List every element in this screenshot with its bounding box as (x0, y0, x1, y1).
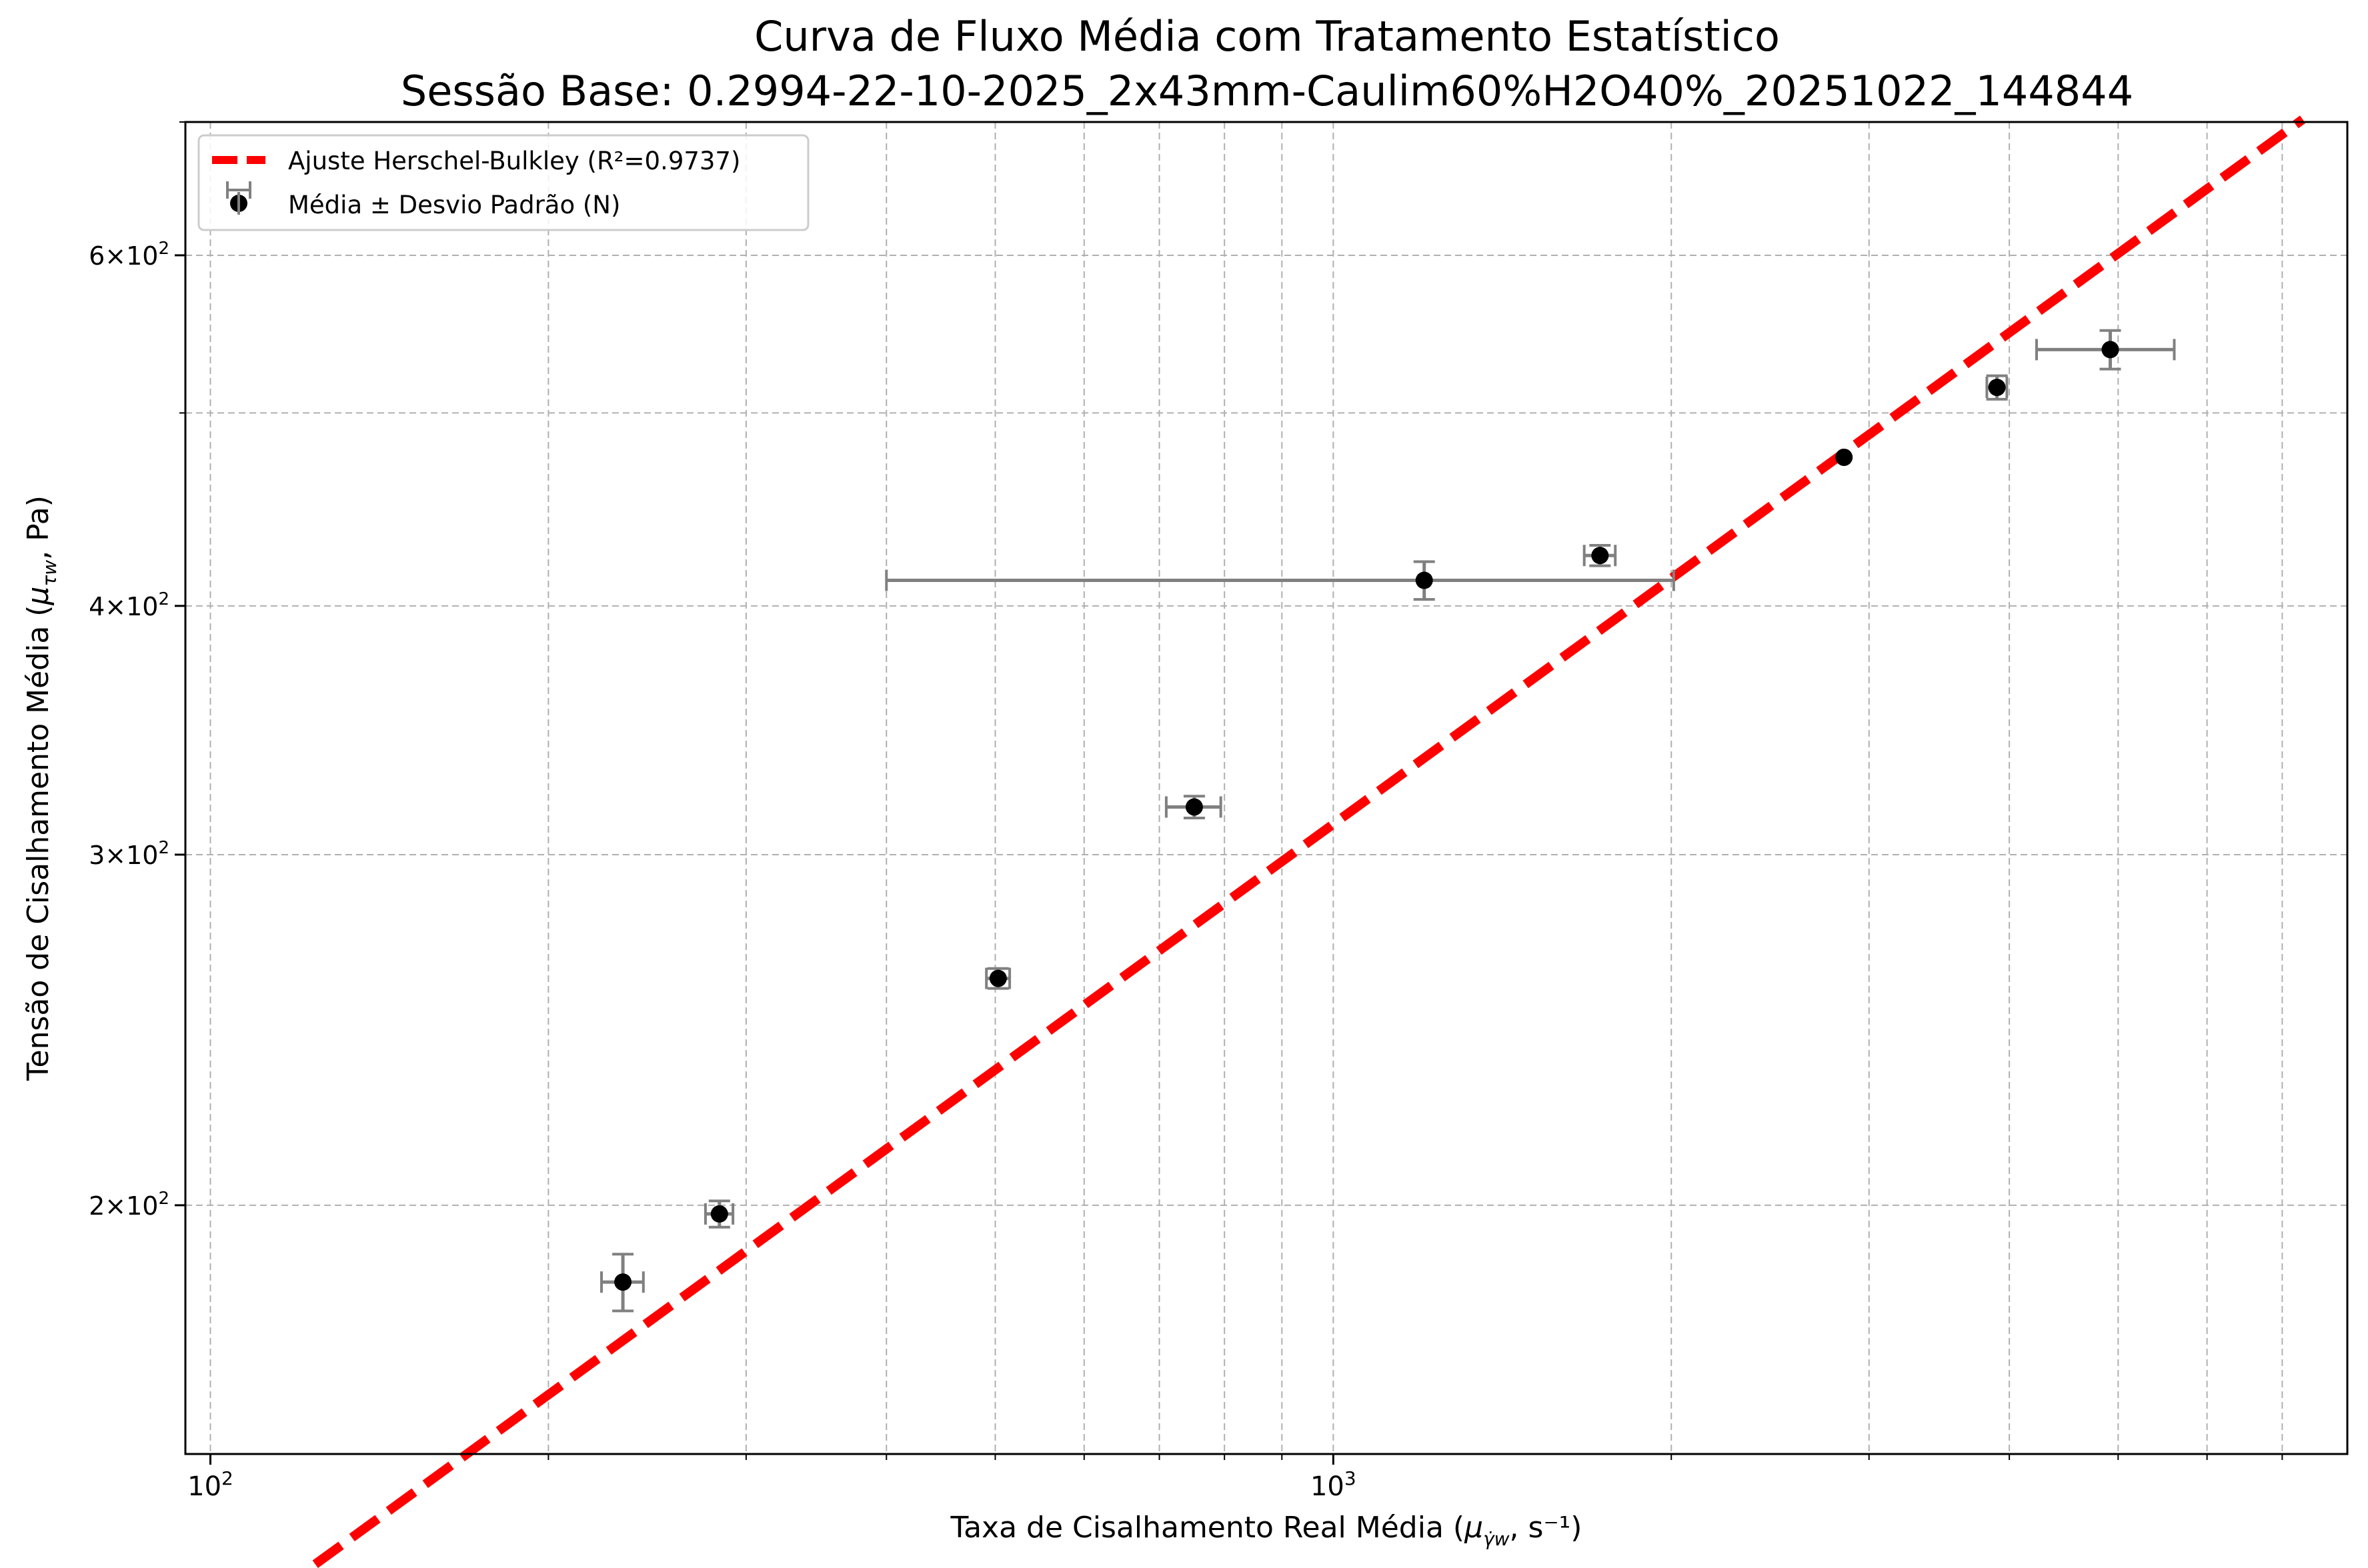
data-point (985, 967, 1012, 990)
y-axis-label: Tensão de Cisalhamento Média (μτw, Pa) (21, 495, 61, 1081)
data-point-marker (1835, 448, 1853, 466)
x-tick-label: 102 (187, 1467, 233, 1502)
data-point-marker (989, 969, 1007, 987)
x-axis-label-mu: μ (1464, 1511, 1483, 1545)
data-point (600, 1253, 645, 1313)
x-axis-label-text: Taxa de Cisalhamento Real Média ( (950, 1511, 1465, 1545)
y-tick-label: 6×102 (89, 239, 169, 271)
data-point (1582, 544, 1617, 567)
plot-frame (184, 121, 2349, 1455)
data-point-marker (1591, 547, 1609, 565)
data-point-marker (1185, 798, 1203, 816)
chart-title-line2: Sessão Base: 0.2994-22-10-2025_2x43mm-Ca… (401, 67, 2133, 115)
data-point-marker (1415, 571, 1433, 589)
legend-box (197, 134, 810, 231)
y-axis-label-unit: , Pa) (21, 495, 55, 560)
data-point (2035, 329, 2176, 371)
fit-line (302, 115, 2306, 1568)
x-tick-label: 103 (1310, 1467, 1356, 1502)
y-axis-label-mu: μ (21, 587, 55, 606)
x-axis-label-subscript: γ̇w (1483, 1528, 1510, 1550)
grid (185, 122, 2347, 1454)
legend: Ajuste Herschel-Bulkley (R²=0.9737) Médi… (197, 134, 810, 231)
data-point (1164, 795, 1222, 819)
chart-title-line1: Curva de Fluxo Média com Tratamento Esta… (754, 12, 1780, 61)
data-point-marker (2101, 341, 2119, 359)
y-tick-label: 4×102 (89, 589, 169, 621)
y-axis-label-text: Tensão de Cisalhamento Média ( (21, 605, 55, 1081)
x-axis-label: Taxa de Cisalhamento Real Média (μγ̇w, s… (950, 1511, 1582, 1550)
legend-points-label: Média ± Desvio Padrão (N) (288, 191, 620, 219)
y-axis-label-subscript: τw (39, 560, 61, 587)
y-tick-label: 2×102 (89, 1189, 169, 1221)
data-point-marker (710, 1205, 728, 1223)
legend-points-swatch (226, 181, 251, 215)
axis-ticks: 102 103 2×102 3×102 4×102 6×102 (89, 121, 2283, 1502)
fit-line-layer (302, 115, 2306, 1568)
data-point (885, 560, 1675, 601)
data-point (1985, 374, 2009, 401)
legend-fit-label: Ajuste Herschel-Bulkley (R²=0.9737) (288, 147, 740, 175)
data-point-marker (1988, 379, 2006, 397)
data-points-layer (600, 329, 2176, 1313)
y-tick-label: 3×102 (89, 838, 169, 870)
data-point-marker (614, 1273, 632, 1291)
x-axis-label-unit: , s⁻¹) (1510, 1511, 1582, 1545)
data-point (1835, 448, 1853, 466)
data-point (704, 1199, 735, 1229)
